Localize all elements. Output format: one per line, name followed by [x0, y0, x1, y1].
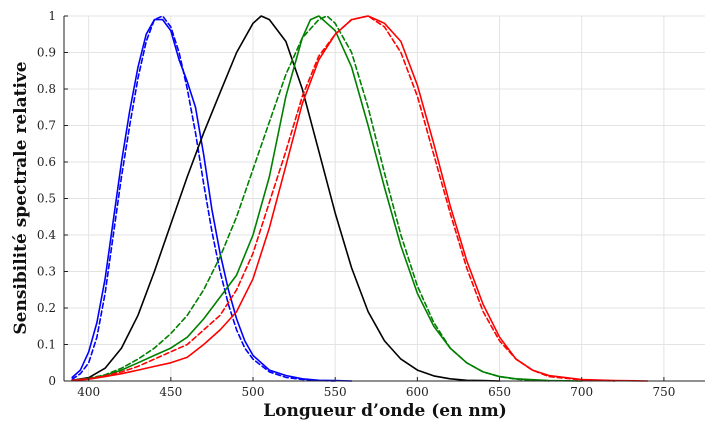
- y-tick-label: 0: [48, 374, 56, 388]
- series-line-6: [71, 15, 649, 382]
- series-line-2: [71, 15, 337, 382]
- y-tick-label: 0.3: [37, 265, 56, 279]
- y-tick-label: 0.2: [37, 301, 56, 315]
- series-line-7: [71, 15, 616, 382]
- x-tick-label: 650: [488, 385, 511, 399]
- y-tick-label: 0.5: [37, 192, 56, 206]
- x-tick-labels: 400 450 500 550 600 650 700 750: [77, 377, 675, 399]
- y-tick-label: 1: [48, 9, 56, 23]
- x-tick-label: 550: [324, 385, 347, 399]
- x-tick-label: 700: [570, 385, 593, 399]
- x-axis-title: Longueur d’onde (en nm): [263, 401, 507, 421]
- y-axis-title: Sensibilité spectrale relative: [11, 61, 31, 334]
- y-tick-label: 0.8: [37, 82, 56, 96]
- y-tick-label: 0.1: [37, 338, 56, 352]
- x-tick-label: 400: [77, 385, 100, 399]
- series-line-4: [71, 15, 583, 382]
- x-tick-label: 750: [652, 385, 675, 399]
- series-group: [71, 15, 649, 382]
- series-line-1: [71, 18, 353, 382]
- x-tick-label: 600: [406, 385, 429, 399]
- y-tick-label: 0.6: [37, 155, 56, 169]
- y-tick-label: 0.9: [37, 46, 56, 60]
- y-tick-labels: 0 0.1 0.2 0.3 0.4 0.5 0.6 0.7 0.8 0.9 1: [37, 9, 68, 388]
- x-tick-label: 500: [242, 385, 265, 399]
- y-tick-label: 0.7: [37, 119, 56, 133]
- series-line-5: [71, 15, 550, 382]
- x-tick-label: 450: [159, 385, 182, 399]
- series-line-3: [71, 15, 501, 382]
- y-tick-label: 0.4: [37, 228, 56, 242]
